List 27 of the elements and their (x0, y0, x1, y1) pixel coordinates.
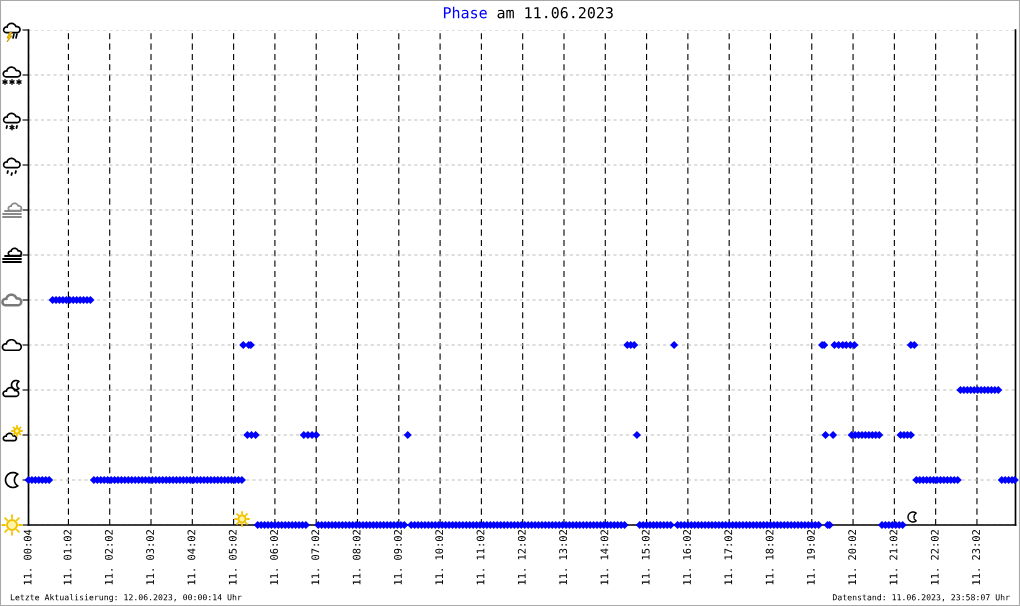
x-tick-label: 11. 16:02 (683, 530, 691, 585)
x-tick-label: 11. 14:02 (600, 530, 609, 585)
x-tick-label: 11. 08:02 (352, 530, 361, 585)
x-tick-label: 11. 18:02 (765, 530, 774, 585)
x-tick-label: 11. 01:02 (63, 530, 72, 585)
x-tick-label: 11. 07:02 (311, 530, 320, 585)
x-tick-label: 11. 03:02 (146, 530, 155, 585)
text: Letzte Aktualisierung: 12.06.2023, 00:00:14 Uhr (10, 593, 242, 603)
text: Datenstand: 11.06.2023, 23:58:07 Uhr (832, 594, 1010, 602)
x-tick-label: 11. 02:02 (104, 530, 113, 585)
x-tick-label: 11. 12:02 (517, 530, 526, 585)
x-tick-label: 11. 21:02 (889, 530, 898, 585)
x-tick-label: 11. 17:02 (724, 530, 733, 585)
x-tick-label: 11. 06:02 (270, 530, 278, 585)
chart-title: Phase am 11.06.2023 (443, 6, 613, 19)
x-tick-label: 11. 05:02 (228, 530, 237, 585)
x-tick-label: 11. 11:02 (476, 530, 485, 585)
x-tick-label: 11. 15:02 (641, 530, 650, 585)
x-tick-label: 11. 19:02 (806, 530, 815, 585)
x-tick-label: 11. 23:02 (972, 530, 981, 585)
x-tick-label: 11. 20:02 (848, 530, 857, 585)
x-tick-label: 11. 00:04 (23, 529, 32, 585)
x-tick-label: 11. 13:02 (559, 530, 568, 585)
x-tick-label: 11. 04:02 (187, 530, 196, 585)
x-tick-label: 11. 09:02 (393, 530, 402, 585)
x-tick-label: 11. 22:02 (930, 530, 939, 585)
x-tick-label: 11. 10:02 (435, 530, 444, 585)
